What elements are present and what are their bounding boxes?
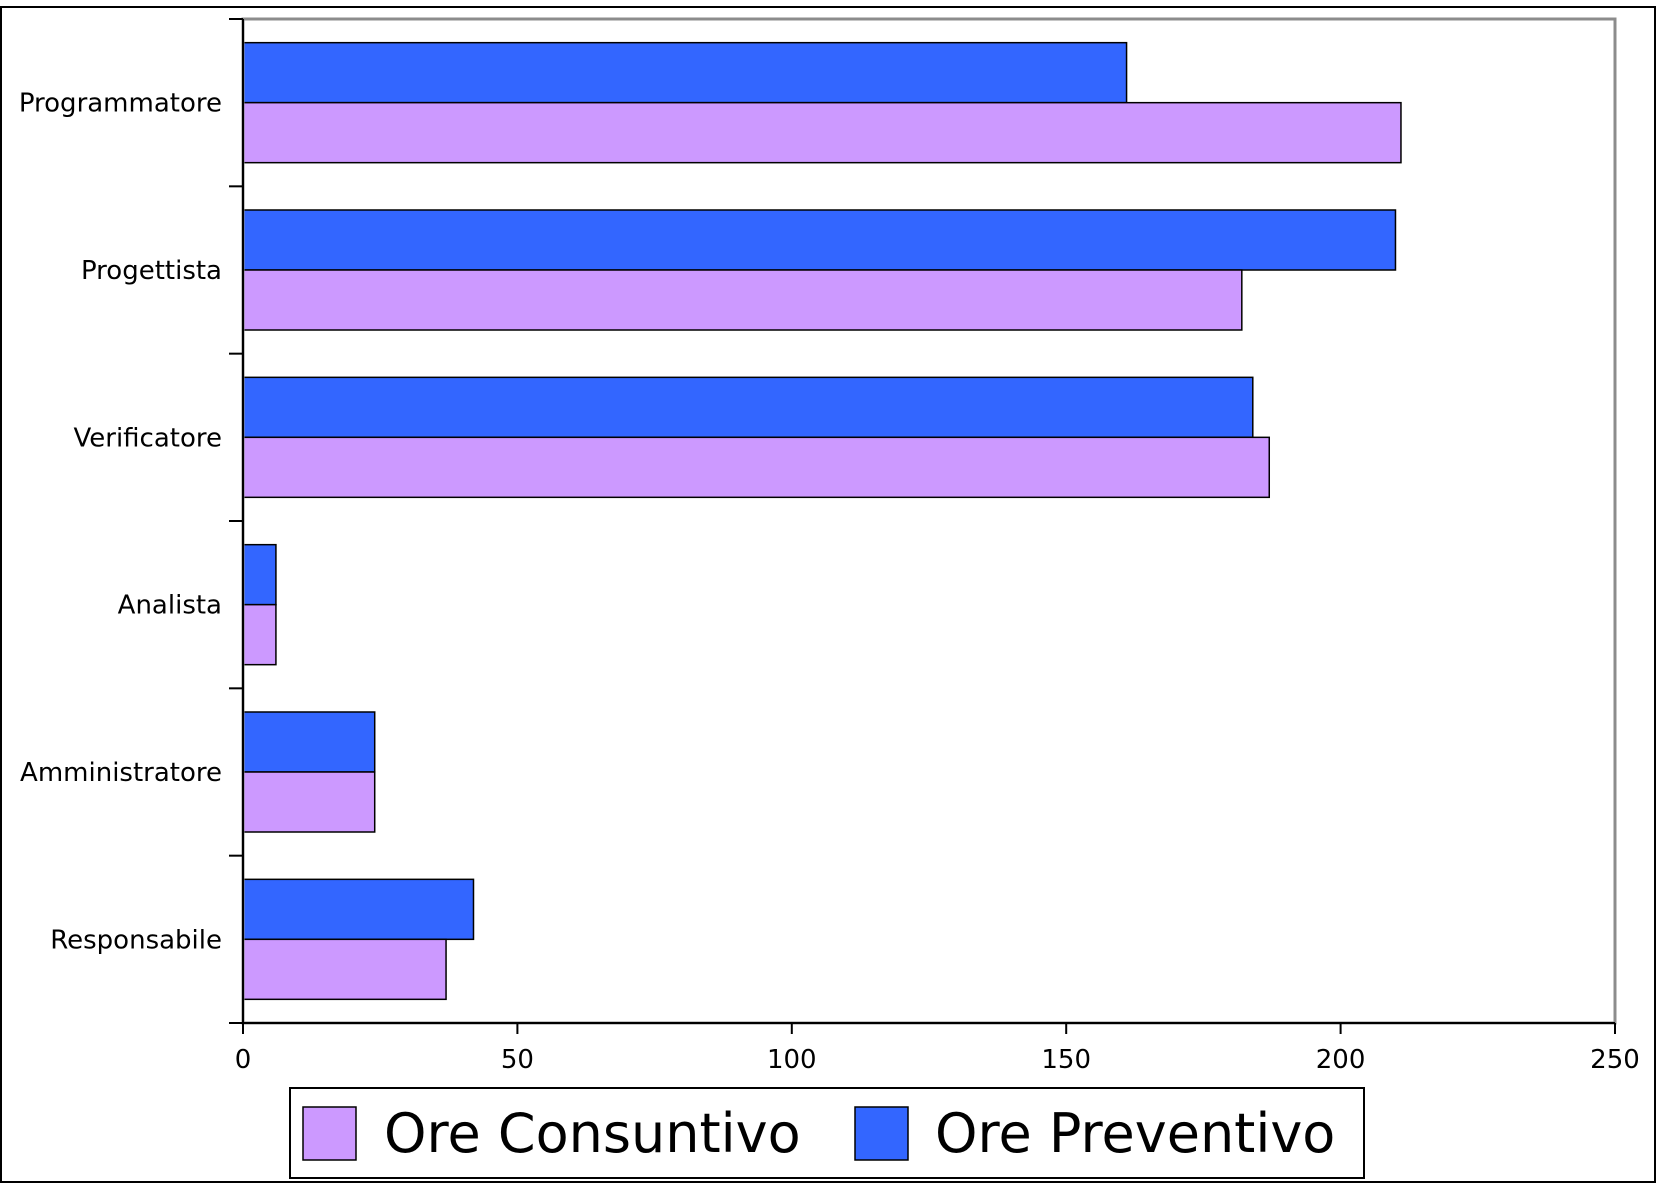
legend-label-ore-consuntivo: Ore Consuntivo [384, 1102, 801, 1165]
legend-label-ore-preventivo: Ore Preventivo [935, 1102, 1335, 1165]
legend: Ore Consuntivo Ore Preventivo [289, 1087, 1365, 1179]
bar-preventivo-amministratore [242, 711, 376, 773]
bar-consuntivo-progettista [242, 269, 1243, 331]
bar-consuntivo-programmatore [242, 101, 1402, 164]
x-ticks: 0 50 100 150 200 250 [235, 1023, 1640, 1075]
y-ticks: Responsabile Amministratore Analista Verifi… [19, 18, 243, 1024]
bar-consuntivo-amministratore [242, 771, 376, 833]
x-tick-label: 50 [501, 1045, 534, 1075]
legend-box [289, 1087, 1365, 1179]
y-tick-label: Programmatore [19, 89, 222, 119]
bar-preventivo-programmatore [242, 41, 1128, 104]
bar-preventivo-verificatore [242, 376, 1254, 439]
y-tick-label: Analista [118, 591, 222, 621]
bar-preventivo-analista [242, 543, 277, 606]
x-tick-label: 150 [1041, 1045, 1091, 1075]
bar-consuntivo-analista [242, 603, 277, 666]
x-tick-label: 200 [1316, 1045, 1366, 1075]
bar-preventivo-responsabile [242, 878, 475, 941]
legend-swatch-ore-consuntivo [302, 1106, 357, 1161]
plot-frame [241, 17, 1617, 1025]
bar-consuntivo-verificatore [242, 436, 1271, 499]
y-tick-label: Verificatore [74, 423, 223, 453]
y-tick-label: Amministratore [20, 758, 222, 788]
bar-consuntivo-responsabile [242, 938, 447, 1001]
figure-border [0, 6, 1656, 1183]
x-tick-label: 0 [235, 1045, 252, 1075]
legend-swatch-ore-preventivo [854, 1106, 909, 1161]
bars-layer [242, 41, 1402, 1001]
y-tick-label: Progettista [81, 256, 222, 286]
x-tick-label: 100 [767, 1045, 817, 1075]
bar-preventivo-progettista [242, 209, 1397, 271]
y-tick-label: Responsabile [50, 925, 222, 955]
x-tick-label: 250 [1590, 1045, 1640, 1075]
